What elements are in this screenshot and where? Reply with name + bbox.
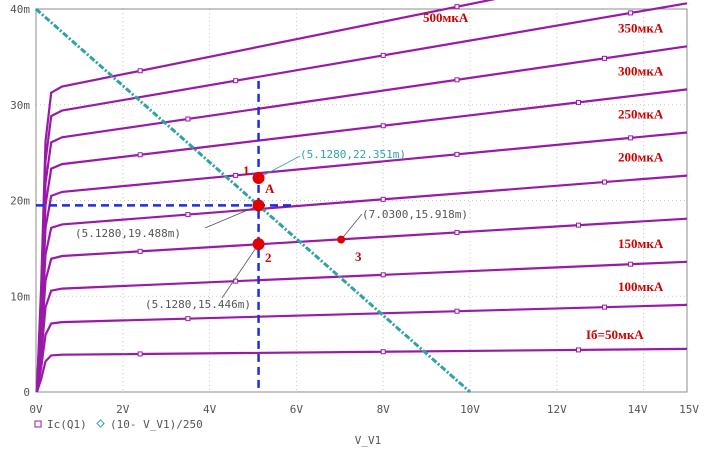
curve-label-5: 250мкА	[618, 107, 664, 122]
leader-line-0	[258, 155, 301, 179]
curve-6-marker-0	[137, 152, 143, 158]
curve-3-marker-1	[454, 229, 460, 235]
curve-1-marker-1	[454, 308, 460, 314]
plot-frame	[35, 8, 688, 393]
y-tick-label-3: 30m	[10, 99, 30, 112]
curve-label-500: 500мкА	[423, 10, 469, 25]
curve-8-marker-1	[380, 52, 386, 58]
annotation-point-2: (5.1280,15.446m)	[145, 298, 251, 311]
x-tick-label-8: 15V	[679, 403, 699, 416]
frame-rect	[35, 8, 688, 393]
legend-entry-ic: Ic(Q1)	[47, 418, 87, 431]
curve-3-marker-0	[137, 248, 143, 254]
x-tick-label-7: 14V	[628, 403, 648, 416]
curve-labels: Iб=50мкА 100мкА 150мкА 200мкА 250мкА 300мкА 35…	[423, 10, 664, 342]
x-tick-label-0: 0V	[29, 403, 43, 416]
annotation-point-3: (7.0300,15.918m)	[362, 208, 468, 221]
curve-8-marker-0	[233, 78, 239, 84]
curve-0-marker-2	[576, 347, 581, 353]
curve-label-2: 150мкА	[618, 236, 664, 251]
curve-label-1: 100мкА	[618, 279, 664, 294]
point-operating-a	[252, 199, 265, 212]
curve-8-marker-2	[628, 10, 634, 16]
curve-7-marker-2	[602, 55, 608, 61]
x-tick-label-4: 8V	[377, 403, 391, 416]
curve-6-marker-1	[380, 123, 386, 129]
curve-9-marker-0	[137, 68, 143, 74]
curve-label-7: 350мкА	[618, 20, 664, 35]
point-3	[337, 235, 346, 244]
curve-2-marker-1	[380, 272, 386, 278]
curve-9	[35, 0, 496, 393]
curve-7-marker-1	[454, 77, 460, 83]
point-1	[252, 171, 265, 184]
marked-points	[252, 171, 346, 251]
curve-3-marker-2	[576, 222, 581, 228]
x-tick-label-3: 6V	[290, 403, 304, 416]
x-tick-label-1: 2V	[116, 403, 130, 416]
curve-label-6: 300мкА	[618, 63, 664, 78]
curve-5-marker-1	[454, 151, 460, 157]
point-label-3: 3	[355, 249, 362, 264]
load-line-path	[35, 7, 471, 394]
point-label-2: 2	[265, 250, 272, 265]
curve-1-marker-0	[185, 316, 191, 322]
point-label-a: A	[265, 181, 275, 196]
load-line	[35, 7, 471, 394]
y-tick-label-4: 40m	[10, 3, 30, 16]
y-tick-label-2: 20m	[10, 195, 30, 208]
curve-6-marker-2	[576, 99, 581, 105]
legend: Ic(Q1) (10- V_V1)/250	[34, 418, 203, 431]
curve-4-marker-2	[602, 179, 608, 185]
annotation-point-a: (5.1280,19.488m)	[75, 227, 181, 240]
x-tick-label-6: 12V	[547, 403, 567, 416]
axis-ticks: 0V 2V 4V 6V 8V 10V 12V 14V 15V 0 10m 20m 30m 40m	[10, 3, 699, 416]
curve-3	[35, 217, 688, 393]
curve-5-marker-2	[628, 135, 634, 141]
leader-line-1	[204, 205, 259, 229]
x-axis-label: V_V1	[355, 434, 382, 447]
point-2	[252, 238, 265, 251]
curve-4-marker-0	[185, 212, 191, 218]
curve-4-marker-1	[380, 196, 386, 202]
curve-1	[35, 303, 688, 393]
curve-0	[35, 347, 688, 393]
curve-6	[35, 88, 688, 393]
annotation-point-1: (5.1280,22.351m)	[300, 148, 406, 161]
x-tick-label-2: 4V	[203, 403, 217, 416]
curve-0-marker-1	[380, 349, 386, 355]
legend-entry-load: (10- V_V1)/250	[110, 418, 203, 431]
leader-line-3	[221, 243, 259, 299]
point-label-1: 1	[243, 163, 250, 178]
y-tick-label-1: 10m	[10, 290, 30, 303]
curve-0-marker-0	[137, 351, 143, 357]
legend-marker-ic	[34, 420, 42, 428]
curve-label-4: 200мкА	[618, 150, 664, 165]
curve-2-marker-2	[628, 261, 634, 267]
curve-1-marker-2	[602, 304, 608, 310]
leader-line-2	[340, 213, 363, 240]
curve-5-marker-0	[233, 172, 239, 178]
x-tick-label-5: 10V	[460, 403, 480, 416]
curve-label-0: Iб=50мкА	[586, 327, 644, 342]
y-tick-label-0: 0	[23, 386, 30, 399]
curve-9-marker-1	[454, 4, 460, 10]
legend-marker-load	[96, 419, 105, 428]
curve-7-marker-0	[185, 116, 191, 122]
guide-lines	[36, 80, 363, 392]
